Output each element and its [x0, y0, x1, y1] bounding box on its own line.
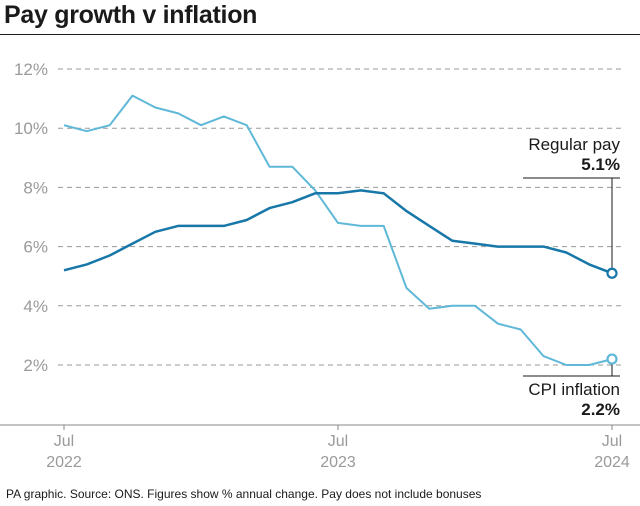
x-tick-label: Jul: [602, 433, 622, 450]
title-divider: [0, 34, 640, 35]
x-tick-label: Jul: [328, 433, 348, 450]
series-line-cpi-inflation: [63, 94, 613, 366]
cpi-inflation-endpoint-marker: [606, 353, 618, 365]
regular-pay-value: 5.1%: [581, 155, 620, 174]
series-lines: [63, 94, 613, 366]
y-tick-label: 8%: [23, 178, 48, 197]
regular-pay-label: Regular pay: [528, 135, 620, 154]
y-tick-label: 10%: [14, 119, 48, 138]
cpi-inflation-label: CPI inflation: [528, 380, 620, 399]
x-tick-label: 2024: [594, 454, 630, 471]
x-tick-label: 2022: [46, 454, 82, 471]
y-tick-label: 12%: [14, 60, 48, 79]
regular-pay-endpoint-marker: [606, 267, 618, 279]
y-tick-label: 4%: [23, 297, 48, 316]
x-axis-labels: Jul 2022 Jul 2023 Jul 2024: [46, 425, 630, 471]
y-axis-labels: 2% 4% 6% 8% 10% 12%: [14, 60, 48, 375]
source-note: PA graphic. Source: ONS. Figures show % …: [6, 487, 482, 501]
x-tick-label: 2023: [320, 454, 356, 471]
x-tick-label: Jul: [54, 433, 74, 450]
series-line-regular-pay: [63, 189, 613, 275]
y-tick-label: 6%: [23, 238, 48, 257]
cpi-inflation-value: 2.2%: [581, 400, 620, 419]
y-tick-label: 2%: [23, 356, 48, 375]
chart-title: Pay growth v inflation: [4, 1, 258, 29]
